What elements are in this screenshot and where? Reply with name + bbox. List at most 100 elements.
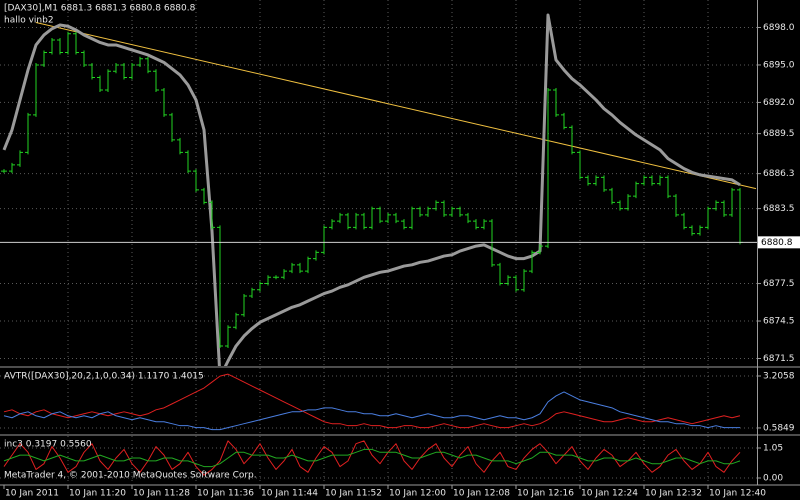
- price-bar: [241, 294, 247, 317]
- price-bar: [225, 325, 231, 349]
- series-line: [3, 440, 741, 476]
- price-bar: [193, 169, 199, 192]
- y-tick-label: 6877.5: [763, 279, 795, 289]
- price-bar: [209, 200, 215, 230]
- price-bar: [185, 150, 191, 174]
- price-bar: [689, 225, 695, 236]
- price-bar: [433, 200, 439, 211]
- y-tick-label: 6871.5: [763, 354, 795, 364]
- price-bar: [105, 69, 111, 92]
- plot-area: [0, 440, 757, 479]
- y-tick-label: 0.00: [763, 474, 783, 484]
- x-tick-label: 10 Jan 11:20: [69, 489, 126, 499]
- price-bar: [601, 175, 607, 192]
- price-bar: [417, 206, 423, 217]
- price-bar: [673, 194, 679, 217]
- price-bar: [313, 250, 319, 261]
- x-tick-label: 10 Jan 12:00: [389, 489, 446, 499]
- price-bar: [9, 162, 15, 174]
- price-bar: [553, 87, 559, 117]
- price-bar: [473, 219, 479, 230]
- price-bar: [257, 281, 263, 292]
- price-bar: [681, 212, 687, 230]
- series-line: [2, 13, 741, 366]
- price-bar: [41, 50, 47, 67]
- price-bar: [305, 256, 311, 274]
- price-bar: [249, 287, 255, 299]
- x-tick-label: 10 Jan 12:40: [709, 489, 766, 499]
- series-line: [3, 373, 741, 429]
- price-bar: [545, 87, 551, 249]
- y-tick-label: 6898.0: [763, 23, 795, 33]
- price-bar: [121, 62, 127, 80]
- panel-subtitle: hallo vinb2: [4, 16, 54, 26]
- price-bar: [137, 56, 143, 67]
- price-bar: [337, 212, 343, 224]
- price-bar: [505, 275, 511, 286]
- series-line: [3, 391, 740, 431]
- price-bar: [65, 31, 71, 55]
- price-bar: [705, 206, 711, 230]
- price-bar: [457, 206, 463, 217]
- y-tick-label: 1.05: [763, 444, 783, 454]
- price-bar: [153, 69, 159, 92]
- panel-title: [DAX30],M1 6881.3 6881.3 6880.8 6880.8: [4, 4, 196, 14]
- x-tick-label: 10 Jan 12:08: [453, 489, 510, 499]
- x-tick-label: 10 Jan 12:24: [581, 489, 638, 499]
- price-bar: [97, 75, 103, 92]
- price-bar: [593, 175, 599, 186]
- price-bar: [353, 212, 359, 230]
- price-bar: [441, 200, 447, 217]
- price-bar: [161, 87, 167, 117]
- price-bar: [361, 212, 367, 230]
- price-bar: [585, 175, 591, 186]
- price-bar: [617, 200, 623, 211]
- y-tick-label: 6892.0: [763, 98, 795, 108]
- price-bar: [25, 112, 31, 155]
- price-bar: [409, 206, 415, 230]
- y-tick-label: 6874.5: [763, 317, 795, 327]
- price-bar: [393, 212, 399, 224]
- x-tick-label: 10 Jan 11:52: [325, 489, 382, 499]
- price-bar: [529, 250, 535, 274]
- price-bar: [633, 181, 639, 199]
- trendline: [35, 21, 757, 190]
- price-bar: [369, 206, 375, 230]
- price-bar: [81, 50, 87, 67]
- price-bar: [49, 37, 55, 55]
- price-bar: [561, 112, 567, 130]
- price-bar: [641, 175, 647, 186]
- price-bar: [425, 206, 431, 217]
- last-price-box: [758, 236, 800, 249]
- y-tick-label: 6883.5: [763, 204, 795, 214]
- price-bar: [489, 219, 495, 267]
- x-tick-label: 10 Jan 11:36: [197, 489, 254, 499]
- y-tick-label: 6889.5: [763, 129, 795, 139]
- price-bar: [89, 62, 95, 80]
- price-bar: [1, 169, 7, 174]
- x-tick-label: 10 Jan 12:16: [517, 489, 574, 499]
- price-bar: [697, 225, 703, 236]
- price-bar: [281, 269, 287, 280]
- price-bar: [521, 269, 527, 292]
- price-bar: [537, 244, 543, 255]
- price-bar: [201, 187, 207, 205]
- price-bar: [649, 175, 655, 186]
- price-bar: [657, 175, 663, 186]
- price-bar: [497, 262, 503, 286]
- price-bar: [721, 200, 727, 217]
- price-bar: [465, 212, 471, 224]
- panel-title: AVTR([DAX30],20,2,1,0,0.34) 1.1170 1.401…: [4, 372, 204, 382]
- y-tick-label: 3.2058: [763, 372, 795, 382]
- y-tick-label: 6886.3: [763, 169, 795, 179]
- price-bar: [345, 212, 351, 230]
- price-bar: [729, 187, 735, 217]
- plot-area: [0, 13, 757, 366]
- footer: MetaTrader 4, © 2001-2010 MetaQuotes Sof…: [4, 471, 257, 481]
- price-bar: [17, 150, 23, 167]
- price-bar: [569, 125, 575, 155]
- y-tick-label: 6895.0: [763, 60, 795, 70]
- panel-title: inc3 0.3197 0.5560: [4, 440, 92, 450]
- x-tick-label: 10 Jan 2011: [5, 489, 59, 499]
